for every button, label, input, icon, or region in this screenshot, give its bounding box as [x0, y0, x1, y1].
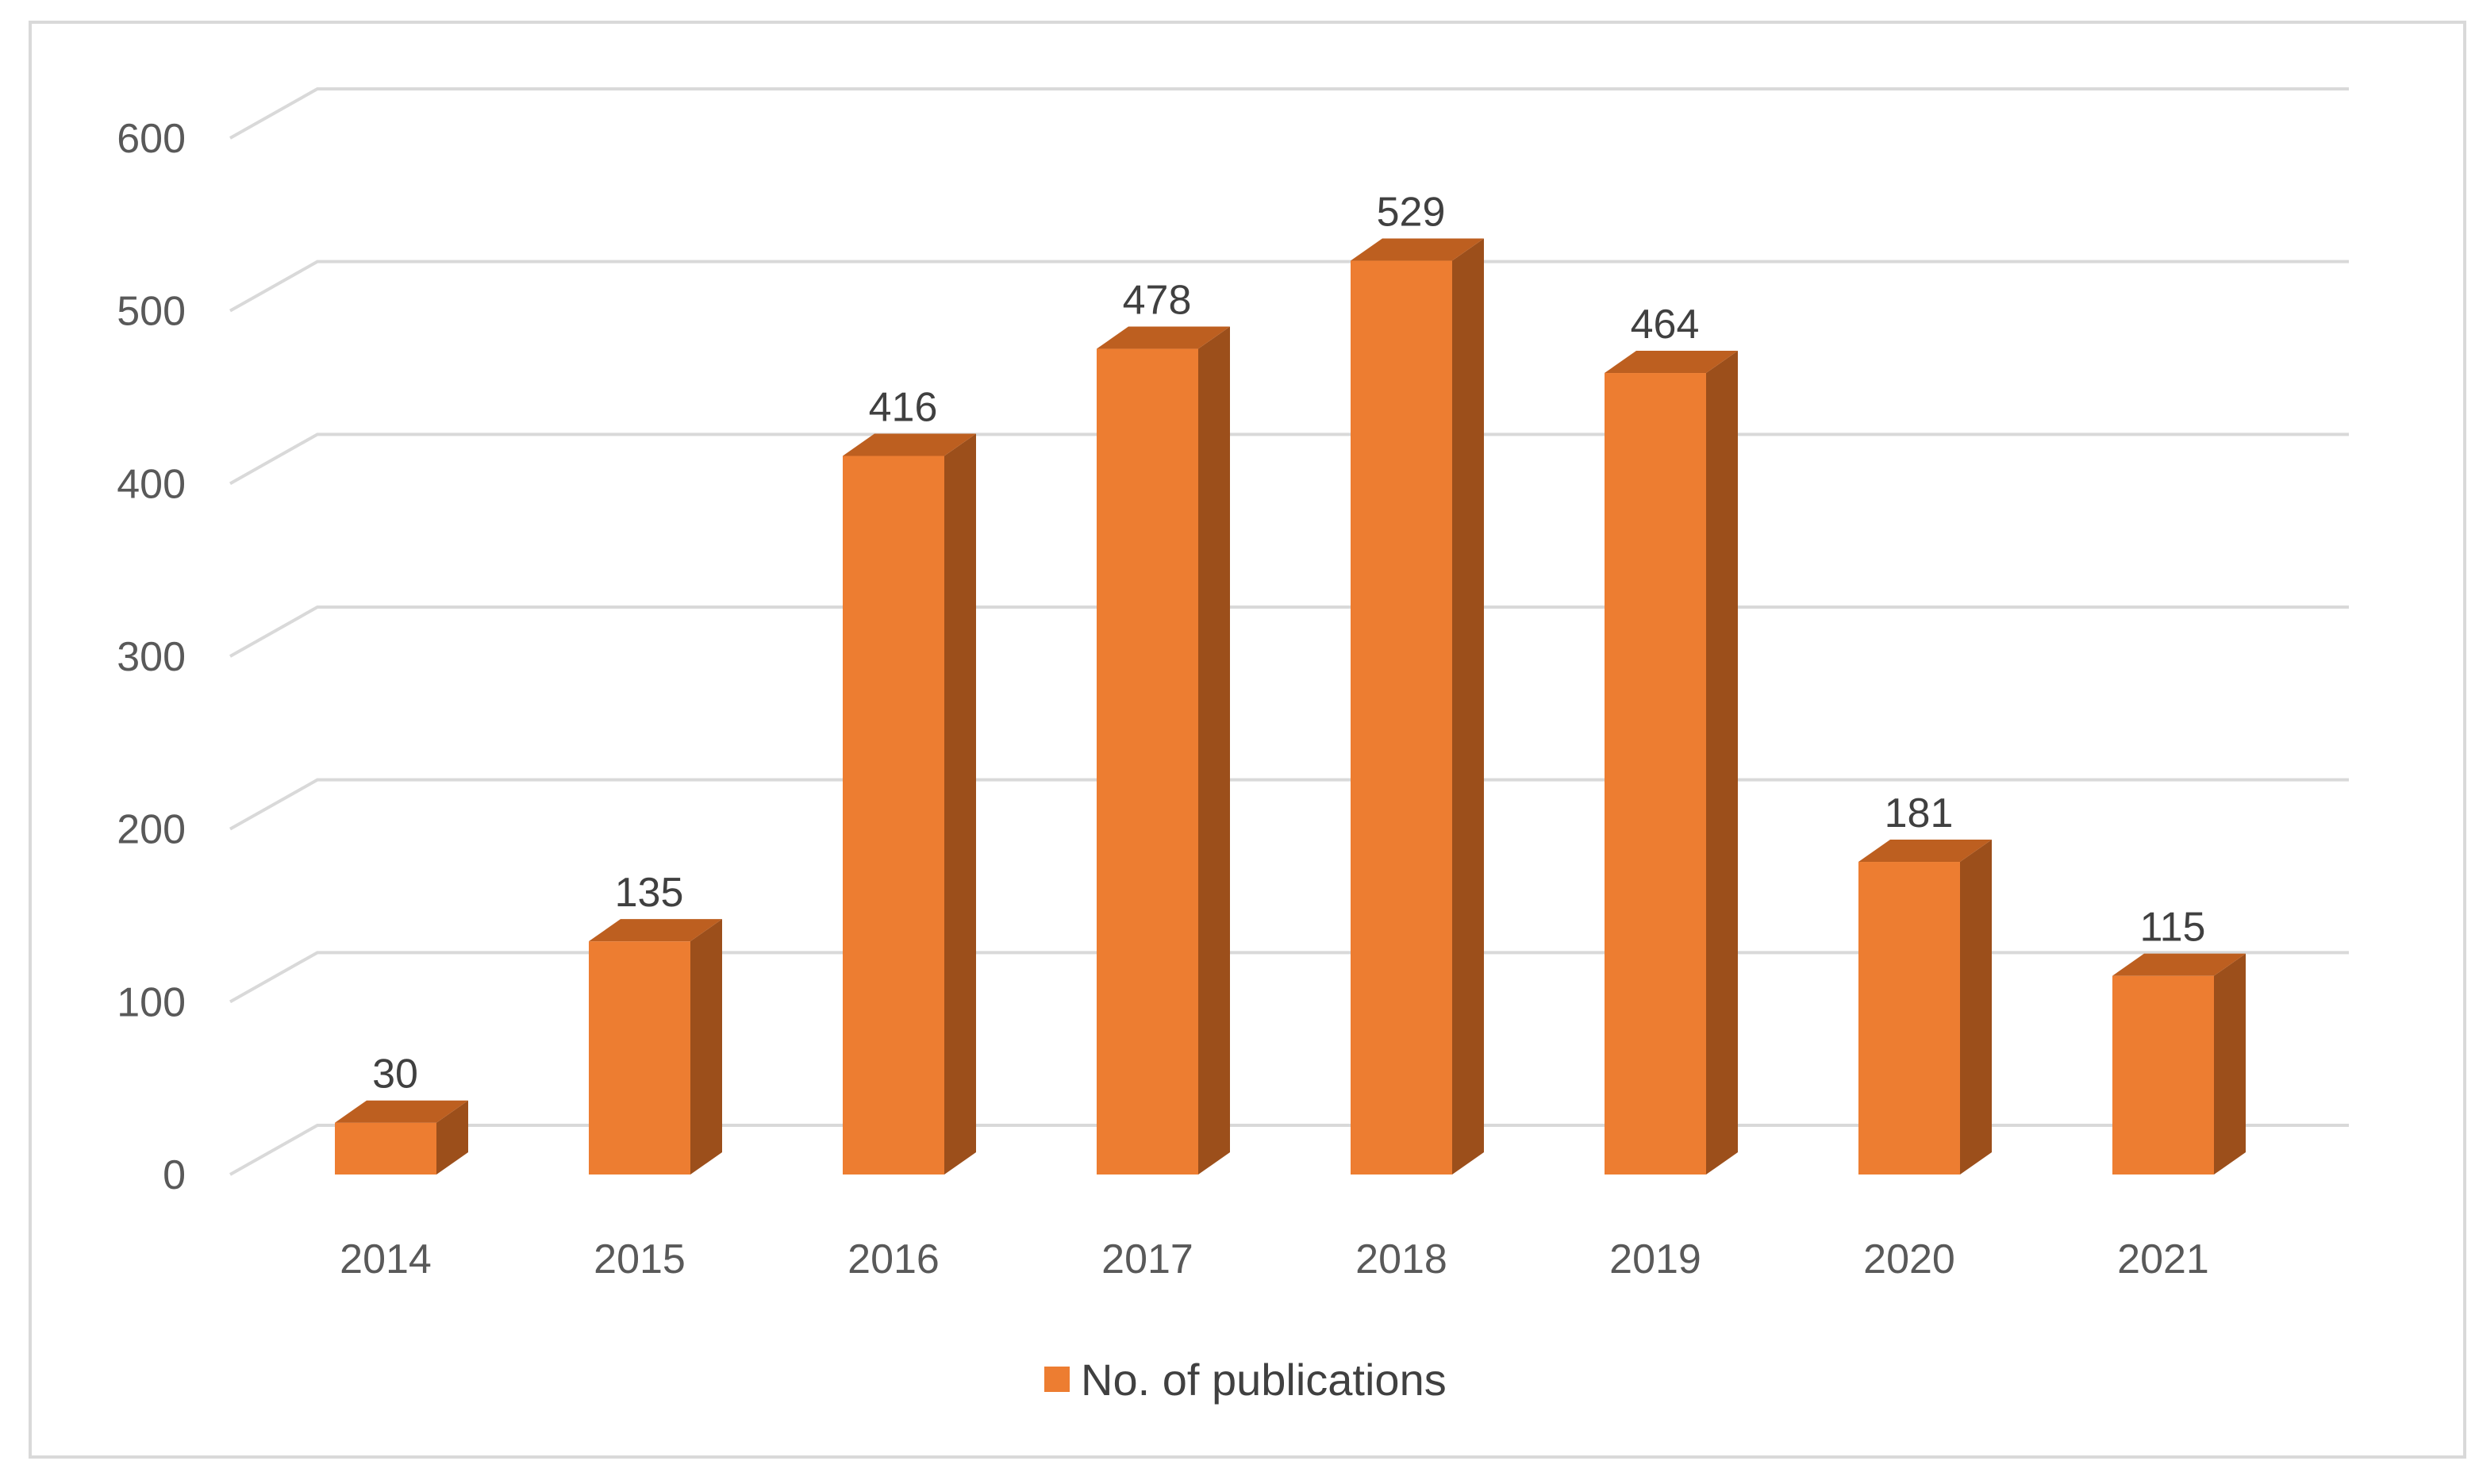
gridline — [229, 778, 2349, 831]
x-tick-label: 2014 — [340, 1236, 432, 1282]
bar-side — [944, 433, 976, 1175]
data-labels: 30 135 416 478 529 464 181 115 — [372, 190, 2205, 1098]
bar-front — [843, 456, 944, 1175]
bar-top — [589, 919, 722, 942]
bar — [1858, 840, 1992, 1175]
gridline — [229, 1124, 2349, 1176]
gridline — [229, 260, 2349, 313]
bar — [589, 919, 722, 1175]
x-tick-label: 2018 — [1355, 1236, 1447, 1282]
bar-side — [436, 1100, 468, 1175]
bar-front — [1097, 348, 1198, 1175]
bar-top — [1351, 238, 1484, 261]
y-tick-label: 0 — [163, 1152, 186, 1198]
bar-top — [1097, 326, 1230, 349]
bars — [335, 238, 2246, 1175]
bar-front — [1605, 373, 1706, 1175]
bar-front — [1858, 862, 1960, 1175]
y-axis-ticks: 0 100 200 300 400 500 600 — [117, 116, 186, 1198]
data-label: 416 — [869, 385, 938, 431]
bar-side — [1452, 238, 1484, 1175]
legend-swatch — [1044, 1367, 1070, 1392]
y-tick-label: 200 — [117, 807, 186, 853]
bar-top — [335, 1100, 468, 1123]
bar-top — [1858, 840, 1992, 863]
gridlines — [229, 87, 2349, 1176]
y-tick-label: 100 — [117, 979, 186, 1025]
bar — [1351, 238, 1484, 1175]
bar-top — [2112, 953, 2246, 976]
data-label: 478 — [1123, 278, 1192, 324]
data-label: 115 — [2140, 905, 2206, 951]
bar-front — [2112, 975, 2214, 1175]
y-tick-label: 400 — [117, 461, 186, 507]
data-label: 181 — [1885, 790, 1954, 836]
gridline — [229, 87, 2349, 140]
x-tick-label: 2017 — [1101, 1236, 1193, 1282]
bar-top — [843, 433, 976, 456]
bar-front — [335, 1122, 436, 1175]
bar — [2112, 953, 2246, 1175]
bar-front — [1351, 260, 1452, 1175]
x-tick-label: 2021 — [2117, 1236, 2209, 1282]
bar — [843, 433, 976, 1175]
bar-front — [589, 941, 690, 1175]
bar — [335, 1100, 468, 1175]
bar — [1605, 351, 1738, 1175]
legend-label: No. of publications — [1081, 1355, 1447, 1405]
bar-side — [2214, 953, 2246, 1175]
y-tick-label: 500 — [117, 289, 186, 335]
x-axis-ticks: 2014 2015 2016 2017 2018 2019 2020 2021 — [340, 1236, 2209, 1282]
bar-top — [1605, 351, 1738, 374]
bar-side — [690, 919, 722, 1175]
bar-side — [1960, 840, 1992, 1175]
data-label: 529 — [1377, 190, 1446, 236]
legend: No. of publications — [1044, 1355, 1447, 1405]
bar-side — [1706, 351, 1738, 1175]
x-tick-label: 2020 — [1863, 1236, 1955, 1282]
bar-side — [1198, 326, 1230, 1175]
data-label: 30 — [372, 1051, 418, 1098]
gridline — [229, 606, 2349, 658]
data-label: 135 — [615, 870, 684, 916]
y-tick-label: 300 — [117, 634, 186, 680]
x-tick-label: 2019 — [1609, 1236, 1701, 1282]
bar — [1097, 326, 1230, 1175]
x-tick-label: 2015 — [594, 1236, 686, 1282]
gridline — [229, 951, 2349, 1004]
data-label: 464 — [1631, 302, 1700, 348]
x-tick-label: 2016 — [847, 1236, 940, 1282]
gridline — [229, 433, 2349, 486]
y-tick-label: 600 — [117, 116, 186, 162]
